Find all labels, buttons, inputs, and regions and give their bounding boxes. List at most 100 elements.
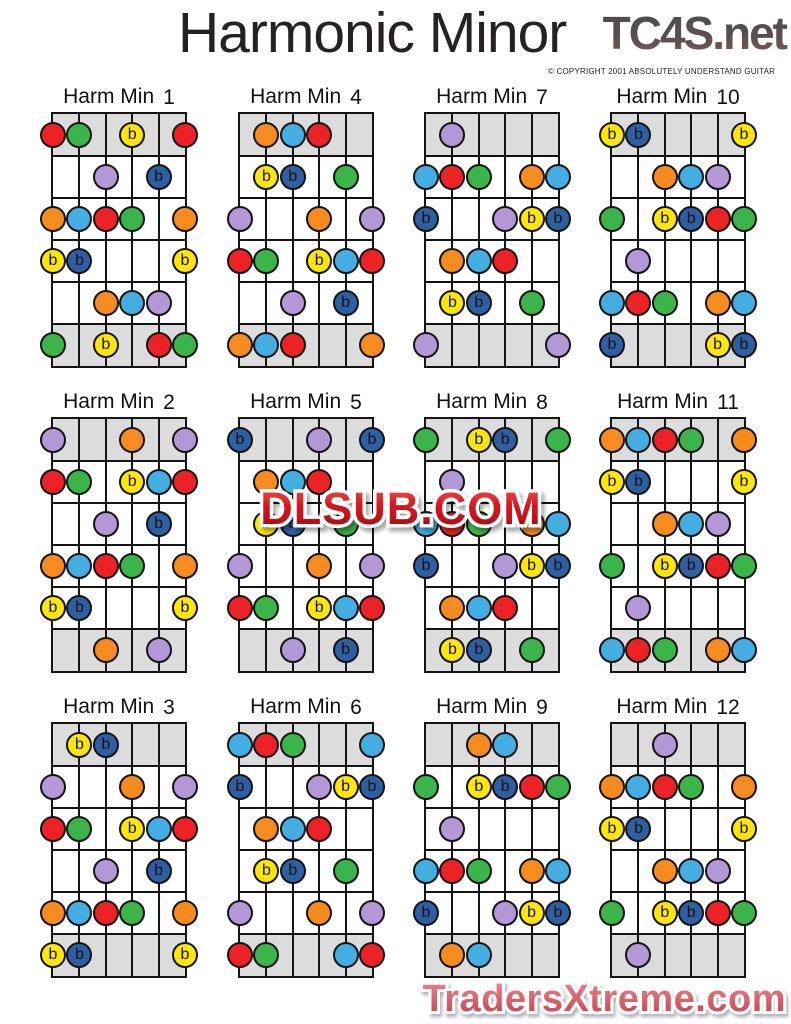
diagram-number: 10	[716, 86, 740, 109]
copyright-line: © COPYRIGHT 2001 ABSOLUTELY UNDERSTAND G…	[548, 67, 776, 76]
note-dot-darkblue-flat: b	[279, 511, 306, 537]
diagram-title: Harm Min 1	[31, 85, 207, 109]
note-dot-orange	[731, 774, 757, 800]
fret-line	[53, 628, 185, 630]
note-dot-green	[651, 290, 678, 316]
note-dot-orange	[704, 637, 731, 663]
fret-line	[240, 586, 372, 588]
note-dot-yellow-flat: b	[439, 637, 466, 663]
note-dot-red	[439, 164, 466, 190]
string-line	[716, 114, 719, 366]
diagram-title-label: Harm Min	[616, 85, 708, 108]
note-dot-green	[731, 206, 757, 232]
note-dot-lightblue	[279, 816, 306, 842]
note-dot-darkblue-flat: b	[359, 427, 385, 453]
fret-diagram: Harm Min 5 b b b b b b	[227, 390, 385, 673]
note-dot-purple	[359, 206, 385, 232]
fret-line	[53, 502, 185, 504]
note-dot-green	[332, 511, 359, 537]
note-dot-darkblue-flat: b	[92, 732, 119, 758]
note-dot-purple	[704, 511, 731, 537]
note-dot-lightblue	[253, 332, 280, 358]
fret-line	[426, 891, 558, 893]
fret-diagram: Harm Min 9 b b b b b	[413, 695, 571, 978]
string-line	[291, 114, 294, 366]
note-dot-darkblue-flat: b	[359, 774, 385, 800]
note-dot-lightblue	[66, 900, 93, 926]
note-dot-purple	[439, 469, 466, 495]
note-dot-lightblue	[332, 942, 359, 968]
note-dot-green	[413, 427, 439, 453]
note-dot-darkblue-flat: b	[465, 637, 492, 663]
note-dot-lightblue	[599, 637, 625, 663]
note-dot-yellow-flat: b	[651, 900, 678, 926]
note-dot-purple	[40, 427, 66, 453]
note-dot-orange	[92, 637, 119, 663]
diagram-title: Harm Min 5	[218, 390, 394, 414]
diagram-title: Harm Min 9	[404, 695, 580, 719]
string-line	[716, 724, 719, 976]
note-dot-green	[678, 774, 705, 800]
note-dot-lightblue	[413, 511, 439, 537]
note-dot-green	[253, 595, 280, 621]
diagram-title: Harm Min 11	[590, 390, 766, 414]
note-dot-purple	[359, 553, 385, 579]
fret-line	[53, 807, 185, 809]
fret-line	[612, 891, 744, 893]
note-dot-red	[92, 553, 119, 579]
note-dot-lightblue	[492, 732, 519, 758]
note-dot-purple	[413, 332, 439, 358]
note-dot-red	[40, 122, 66, 148]
note-dot-yellow-flat: b	[172, 942, 198, 968]
note-dot-yellow-flat: b	[66, 732, 93, 758]
note-dot-yellow-flat: b	[465, 774, 492, 800]
fret-line	[53, 586, 185, 588]
string-line	[477, 419, 480, 671]
note-dot-red	[439, 858, 466, 884]
note-dot-green	[66, 816, 93, 842]
diagram-number: 11	[717, 391, 739, 414]
fret-line	[426, 849, 558, 851]
note-dot-orange	[306, 900, 333, 926]
diagram-title: Harm Min 4	[218, 85, 394, 109]
string-line	[530, 419, 533, 671]
note-dot-yellow-flat: b	[518, 553, 545, 579]
string-line	[504, 419, 507, 671]
diagram-title: Harm Min 8	[404, 390, 580, 414]
note-dot-green	[40, 332, 66, 358]
string-line	[637, 419, 640, 671]
diagram-title: Harm Min 2	[31, 390, 207, 414]
note-dot-orange	[172, 206, 198, 232]
note-dot-green	[66, 469, 93, 495]
fret-diagram: Harm Min 8 b b b b b b b	[413, 390, 571, 673]
string-line	[291, 419, 294, 671]
note-dot-yellow-flat: b	[172, 248, 198, 274]
string-line	[716, 419, 719, 671]
string-line	[451, 114, 454, 366]
fret-line	[612, 460, 744, 462]
fret-line	[53, 765, 185, 767]
note-dot-green	[731, 900, 757, 926]
fret-line	[426, 460, 558, 462]
note-dot-green	[279, 732, 306, 758]
note-dot-lightblue	[359, 732, 385, 758]
note-dot-orange	[518, 164, 545, 190]
diagram-number: 7	[536, 86, 548, 109]
note-dot-green	[253, 248, 280, 274]
string-line	[344, 724, 347, 976]
note-dot-orange	[359, 332, 385, 358]
diagram-number: 5	[350, 391, 362, 414]
tradersxtreme-watermark-text: TradersXtreme.com	[423, 978, 786, 1020]
diagram-number: 4	[350, 86, 362, 109]
string-line	[690, 724, 693, 976]
note-dot-green	[465, 511, 492, 537]
note-dot-yellow-flat: b	[306, 248, 333, 274]
note-dot-red	[172, 816, 198, 842]
string-line	[451, 724, 454, 976]
fret-line	[53, 460, 185, 462]
note-dot-green	[119, 900, 146, 926]
note-dot-lightblue	[678, 164, 705, 190]
note-dot-lightblue	[332, 248, 359, 274]
string-line	[663, 724, 666, 976]
